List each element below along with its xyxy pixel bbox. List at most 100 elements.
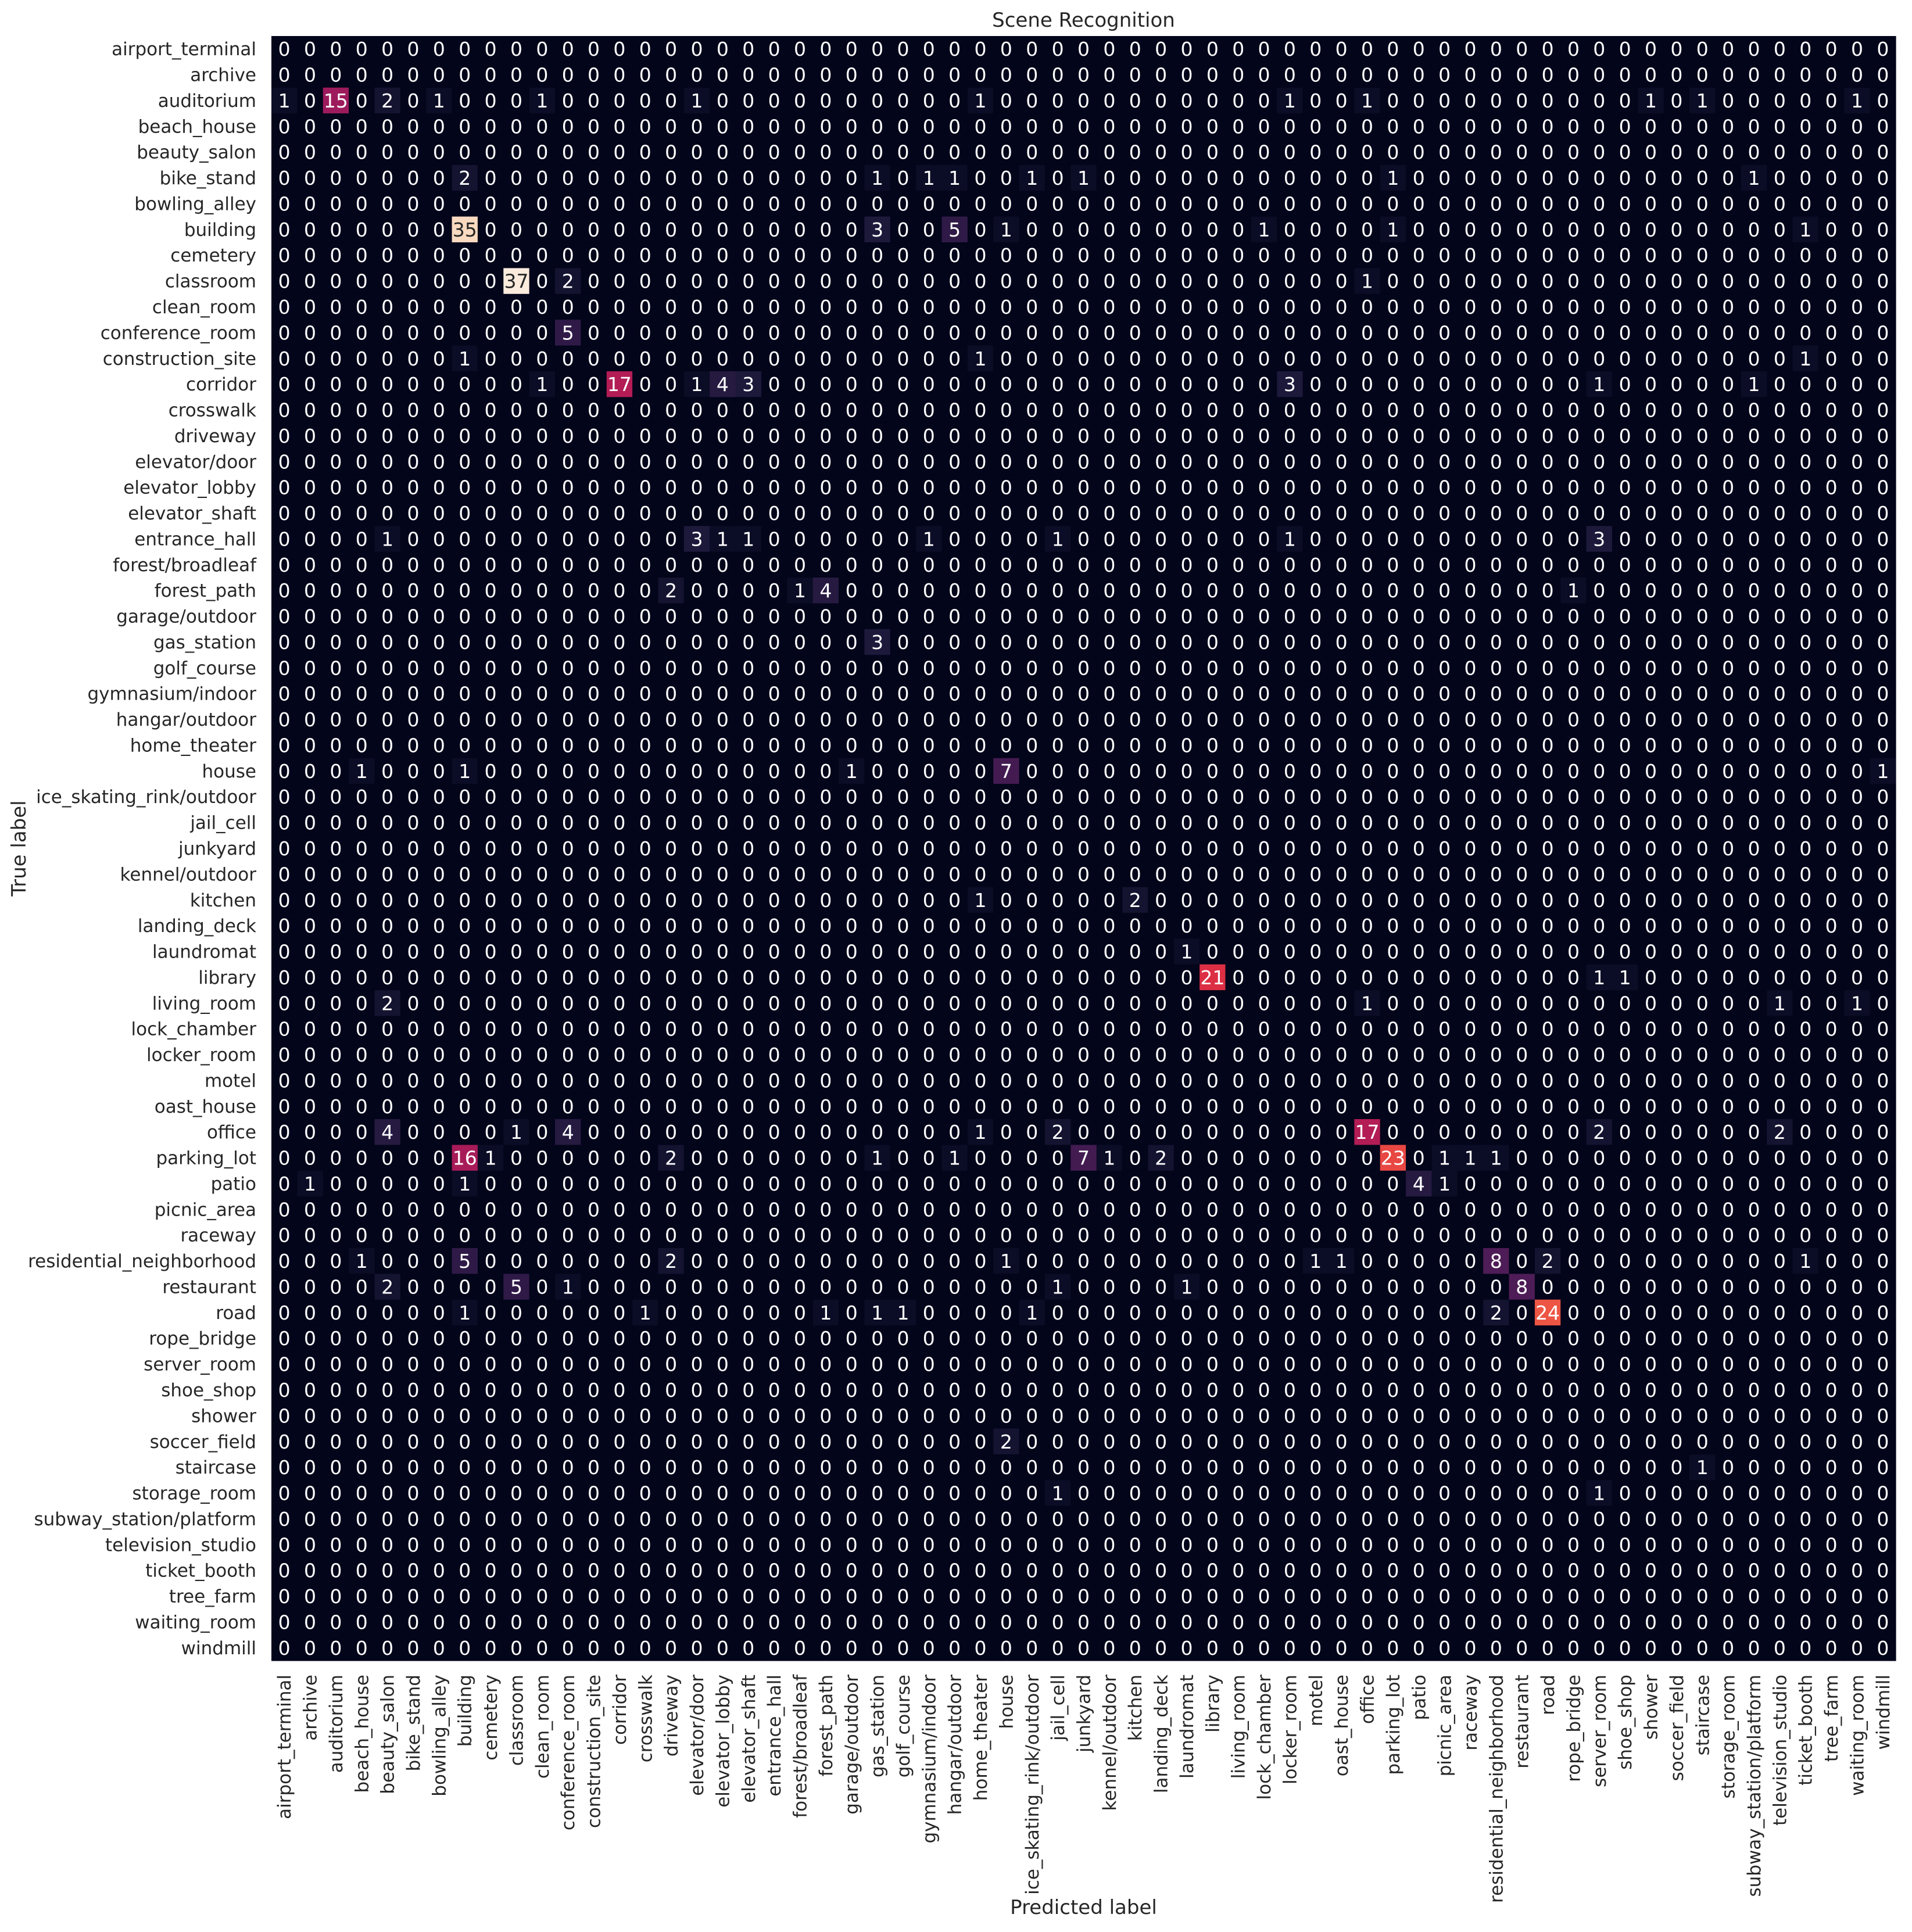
cell-value-label: 0 — [1516, 425, 1528, 447]
heatmap-cell — [1534, 36, 1561, 62]
cell-value-label: 0 — [846, 141, 858, 164]
cell-value-label: 0 — [485, 244, 497, 267]
cell-value-label: 0 — [1361, 425, 1373, 447]
cell-value-label: 0 — [1180, 64, 1193, 87]
cell-value-label: 0 — [1258, 192, 1270, 215]
cell-value-label: 0 — [1232, 399, 1244, 422]
cell-value-label: 0 — [1361, 167, 1373, 189]
cell-value-label: 0 — [1026, 244, 1038, 267]
cell-value-label: 0 — [1722, 218, 1734, 241]
cell-value-label: 0 — [304, 347, 316, 370]
cell-value-label: 0 — [975, 399, 987, 422]
cell-value-label: 0 — [691, 115, 703, 138]
cell-value-label: 0 — [536, 425, 548, 447]
cell-value-label: 0 — [1413, 321, 1425, 344]
cell-value-label: 0 — [485, 38, 497, 60]
cell-value-label: 0 — [794, 64, 806, 87]
cell-value-label: 0 — [717, 321, 729, 344]
cell-value-label: 0 — [1155, 347, 1167, 370]
heatmap-cell — [400, 36, 427, 62]
cell-value-label: 0 — [330, 321, 342, 344]
heatmap-cell — [581, 62, 607, 88]
cell-value-label: 4 — [717, 373, 729, 396]
cell-value-label: 0 — [1284, 218, 1296, 241]
cell-value-label: 0 — [1155, 244, 1167, 267]
cell-value-label: 0 — [588, 38, 600, 60]
cell-value-label: 0 — [1413, 399, 1425, 422]
cell-value-label: 0 — [613, 38, 625, 60]
cell-value-label: 0 — [923, 64, 935, 87]
cell-value-label: 0 — [1516, 64, 1528, 87]
cell-value-label: 0 — [1284, 270, 1296, 293]
cell-value-label: 0 — [1748, 244, 1760, 267]
cell-value-label: 0 — [1645, 399, 1657, 422]
cell-value-label: 0 — [1232, 373, 1244, 396]
cell-value-label: 0 — [1077, 373, 1090, 396]
cell-value-label: 0 — [1490, 244, 1502, 267]
cell-value-label: 0 — [1413, 167, 1425, 189]
cell-value-label: 0 — [794, 167, 806, 189]
cell-value-label: 0 — [536, 321, 548, 344]
heatmap-cell — [503, 87, 530, 114]
cell-value-label: 0 — [1413, 270, 1425, 293]
cell-value-label: 0 — [330, 347, 342, 370]
cell-value-label: 0 — [1877, 296, 1889, 318]
cell-value-label: 0 — [1877, 425, 1889, 447]
cell-value-label: 0 — [1464, 296, 1476, 318]
cell-value-label: 0 — [923, 38, 935, 60]
cell-value-label: 0 — [717, 64, 729, 87]
cell-value-label: 0 — [717, 270, 729, 293]
cell-value-label: 0 — [1309, 399, 1322, 422]
cell-value-label: 0 — [407, 167, 420, 189]
cell-value-label: 0 — [1232, 296, 1244, 318]
cell-value-label: 0 — [356, 425, 368, 447]
cell-value-label: 0 — [691, 450, 703, 473]
cell-value-label: 0 — [485, 347, 497, 370]
heatmap-cell — [658, 87, 685, 114]
cell-value-label: 0 — [1438, 167, 1451, 189]
cell-value-label: 0 — [768, 141, 780, 164]
cell-value-label: 0 — [846, 296, 858, 318]
cell-value-label: 0 — [1361, 347, 1373, 370]
cell-value-label: 0 — [485, 115, 497, 138]
cell-value-label: 0 — [562, 167, 574, 189]
heatmap-cell — [1070, 36, 1097, 62]
cell-value-label: 0 — [975, 321, 987, 344]
cell-value-label: 0 — [1284, 296, 1296, 318]
heatmap-cell — [1767, 87, 1793, 114]
cell-value-label: 0 — [330, 296, 342, 318]
cell-value-label: 0 — [1232, 115, 1244, 138]
cell-value-label: 0 — [1464, 373, 1476, 396]
cell-value-label: 0 — [1052, 296, 1064, 318]
cell-value-label: 0 — [794, 425, 806, 447]
cell-value-label: 0 — [819, 218, 832, 241]
cell-value-label: 0 — [1413, 296, 1425, 318]
cell-value-label: 0 — [1490, 167, 1502, 189]
cell-value-label: 0 — [407, 192, 420, 215]
cell-value-label: 0 — [1619, 296, 1631, 318]
cell-value-label: 0 — [536, 450, 548, 473]
cell-value-label: 1 — [1387, 167, 1399, 189]
cell-value-label: 0 — [1567, 296, 1580, 318]
heatmap-cell — [1225, 36, 1252, 62]
heatmap-cell — [1431, 36, 1458, 62]
cell-value-label: 0 — [304, 244, 316, 267]
cell-value-label: 0 — [1464, 270, 1476, 293]
cell-value-label: 0 — [639, 425, 651, 447]
cell-value-label: 1 — [871, 167, 883, 189]
heatmap-cell — [761, 62, 787, 88]
cell-value-label: 0 — [1026, 321, 1038, 344]
cell-value-label: 0 — [897, 347, 909, 370]
cell-value-label: 0 — [1438, 244, 1451, 267]
cell-value-label: 0 — [588, 218, 600, 241]
heatmap-cell — [1251, 62, 1277, 88]
cell-value-label: 0 — [794, 296, 806, 318]
heatmap-cell — [323, 36, 349, 62]
cell-value-label: 0 — [1206, 192, 1219, 215]
cell-value-label: 0 — [1645, 218, 1657, 241]
cell-value-label: 0 — [1413, 373, 1425, 396]
cell-value-label: 1 — [1851, 89, 1863, 112]
cell-value-label: 0 — [742, 347, 754, 370]
cell-value-label: 0 — [1284, 64, 1296, 87]
cell-value-label: 0 — [1052, 89, 1064, 112]
